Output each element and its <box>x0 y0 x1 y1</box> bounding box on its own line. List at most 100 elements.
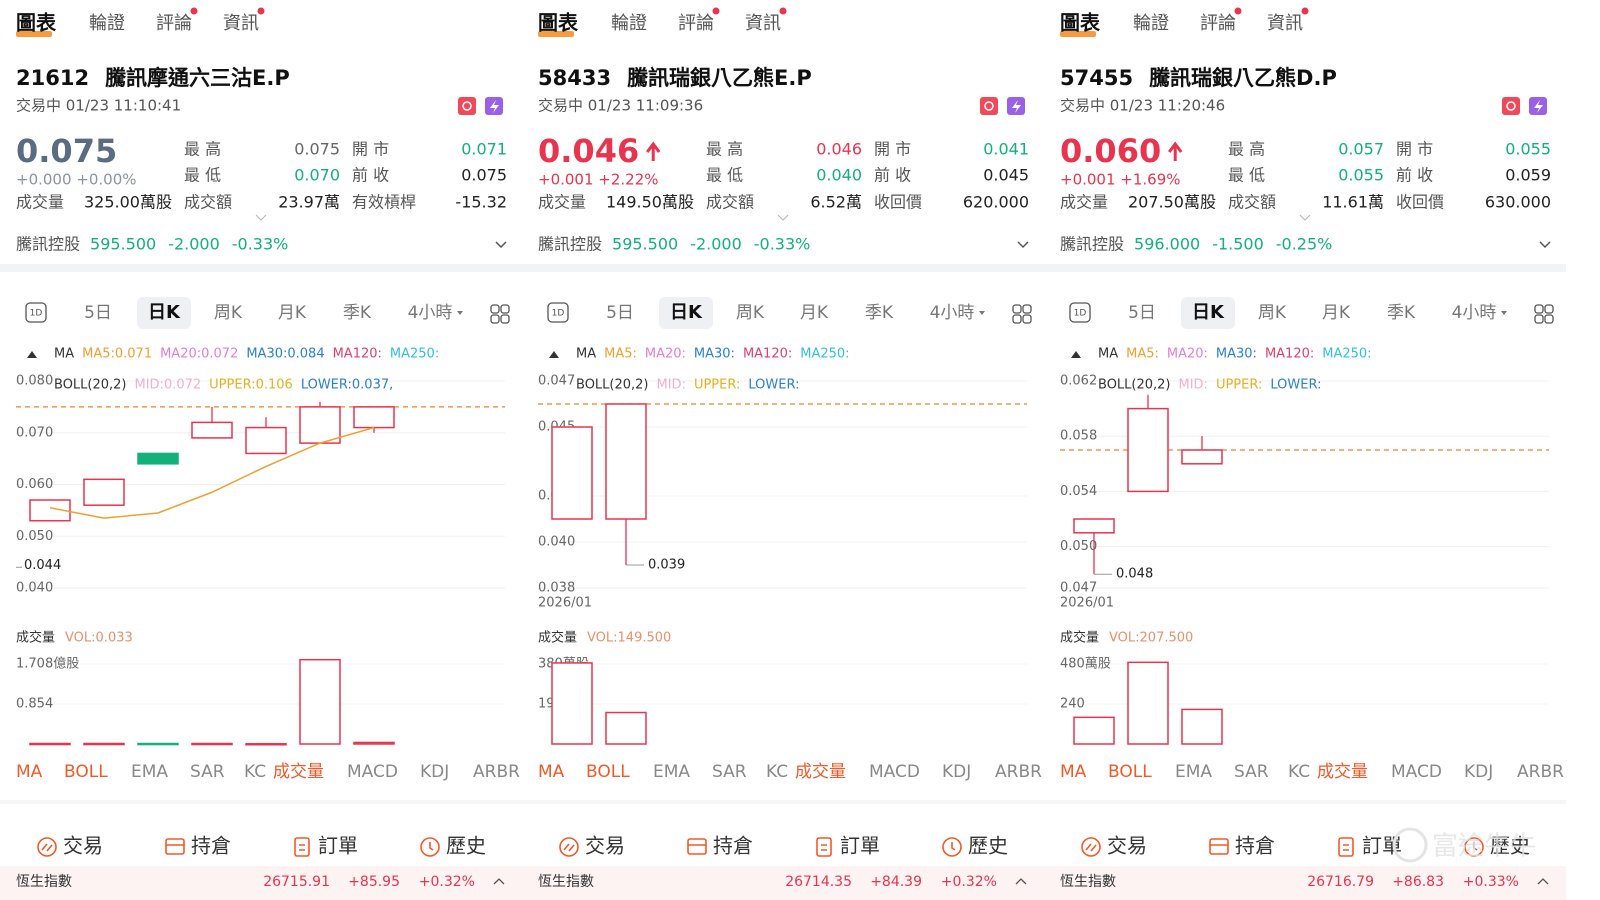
expand-chevron <box>1299 214 1311 221</box>
tab[interactable]: 資訊 <box>1267 13 1303 34</box>
period-tab[interactable]: 月K <box>1322 303 1351 323</box>
notify-dot <box>779 7 787 15</box>
period-tab[interactable]: 季K <box>343 303 372 323</box>
period-tab[interactable]: 5日 <box>1128 303 1156 323</box>
volume-bar <box>245 743 287 746</box>
tab[interactable]: 圖表 <box>16 11 57 35</box>
indicator-tab[interactable]: MACD <box>869 762 920 782</box>
layout-icon <box>1012 304 1022 314</box>
indicator-tab[interactable]: SAR <box>712 762 747 782</box>
indicator-tab[interactable]: 成交量 <box>1317 762 1368 782</box>
indicator-tab[interactable]: ARBR <box>1517 762 1564 782</box>
nav-item[interactable]: 持倉 <box>1235 834 1275 858</box>
indicator-tab[interactable]: EMA <box>1175 762 1212 782</box>
indicator-mask <box>1313 760 1373 784</box>
market-icon-glyph <box>462 101 472 111</box>
period-selected-bg <box>1181 297 1235 329</box>
period-tab[interactable]: 月K <box>800 303 829 323</box>
tab[interactable]: 評論 <box>1200 13 1236 34</box>
nav-item[interactable]: 持倉 <box>191 834 231 858</box>
period-tab[interactable]: 4小時 <box>930 303 975 323</box>
indicator-tab[interactable]: 成交量 <box>795 762 846 782</box>
nav-icon <box>165 838 185 855</box>
indicator-tab[interactable]: KC <box>244 762 266 782</box>
indicator-tab[interactable]: 成交量 <box>273 762 324 782</box>
nav-item[interactable]: 歷史 <box>968 834 1008 858</box>
candle-body <box>245 426 287 455</box>
volume-bar <box>137 742 179 746</box>
period-tab[interactable]: 日K <box>148 302 181 323</box>
period-tab[interactable]: 日K <box>670 302 703 323</box>
indicator-tab[interactable]: BOLL <box>586 762 630 782</box>
tab[interactable]: 圖表 <box>538 11 579 35</box>
ma-line <box>49 426 375 519</box>
section-divider <box>0 264 522 272</box>
nav-item[interactable]: 歷史 <box>446 834 486 858</box>
x-axis-label: 2026/01 <box>538 596 592 611</box>
ma-legend: MA250: <box>390 347 439 362</box>
period-tab[interactable]: 季K <box>1387 303 1416 323</box>
tab[interactable]: 評論 <box>678 13 714 34</box>
nav-item[interactable]: 歷史 <box>1490 834 1530 858</box>
period-tab[interactable]: 季K <box>865 303 894 323</box>
period-tab[interactable]: 5日 <box>606 303 634 323</box>
nav-item[interactable]: 訂單 <box>318 834 358 858</box>
nav-item[interactable]: 交易 <box>585 834 625 858</box>
period-tab[interactable]: 日K <box>1192 302 1225 323</box>
nav-item[interactable]: 訂單 <box>840 834 880 858</box>
indicator-tab[interactable]: EMA <box>653 762 690 782</box>
indicator-tab[interactable]: EMA <box>131 762 168 782</box>
indicator-tab[interactable]: SAR <box>190 762 225 782</box>
indicator-tab[interactable]: MA <box>538 762 565 782</box>
underlying-chevron[interactable] <box>495 241 507 249</box>
indicator-tab[interactable]: KC <box>1288 762 1310 782</box>
indicator-tab[interactable]: ARBR <box>473 762 520 782</box>
underlying-chevron[interactable] <box>1539 241 1551 249</box>
period-tab[interactable]: 4小時 <box>408 303 453 323</box>
indicator-tab[interactable]: MA <box>1060 762 1087 782</box>
stat-label: 開 市 <box>874 140 911 159</box>
tab[interactable]: 資訊 <box>745 13 781 34</box>
nav-item[interactable]: 交易 <box>1107 834 1147 858</box>
indicator-tab[interactable]: MA <box>16 762 43 782</box>
period-tab[interactable]: 4小時 <box>1452 303 1497 323</box>
tab[interactable]: 圖表 <box>1060 11 1101 35</box>
tab[interactable]: 評論 <box>156 13 192 34</box>
period-icon[interactable]: 1D <box>1074 309 1087 319</box>
tab[interactable]: 輪證 <box>89 13 125 34</box>
indicator-tab[interactable]: KDJ <box>1464 762 1493 782</box>
period-tab[interactable]: 月K <box>278 303 307 323</box>
layout-icon <box>490 314 500 324</box>
y-tick-label: 0.060 <box>16 477 53 492</box>
nav-item[interactable]: 交易 <box>63 834 103 858</box>
stat-label: 開 市 <box>352 140 389 159</box>
nav-icon <box>1338 837 1354 857</box>
underlying-name: 騰訊控股 <box>1060 235 1124 254</box>
period-tab[interactable]: 周K <box>736 303 765 323</box>
underlying-chevron[interactable] <box>1017 241 1029 249</box>
tab[interactable]: 輪證 <box>1133 13 1169 34</box>
period-tab[interactable]: 周K <box>214 303 243 323</box>
period-tab[interactable]: 周K <box>1258 303 1287 323</box>
nav-item[interactable]: 持倉 <box>713 834 753 858</box>
tab[interactable]: 資訊 <box>223 13 259 34</box>
indicator-tab[interactable]: MACD <box>1391 762 1442 782</box>
indicator-tab[interactable]: KC <box>766 762 788 782</box>
indicator-tab[interactable]: KDJ <box>942 762 971 782</box>
period-icon[interactable]: 1D <box>30 309 43 319</box>
indicator-tab[interactable]: KDJ <box>420 762 449 782</box>
ma-legend: MA <box>576 347 596 362</box>
indicator-tab[interactable]: SAR <box>1234 762 1269 782</box>
stat-label: 最 高 <box>184 140 221 159</box>
period-selected-bg <box>137 297 191 329</box>
tab[interactable]: 輪證 <box>611 13 647 34</box>
indicator-tab[interactable]: BOLL <box>1108 762 1152 782</box>
period-icon[interactable]: 1D <box>552 309 565 319</box>
layout-icon <box>1544 304 1554 314</box>
indicator-tab[interactable]: MACD <box>347 762 398 782</box>
index-name: 恆生指數 <box>1060 874 1116 890</box>
indicator-tab[interactable]: BOLL <box>64 762 108 782</box>
nav-icon <box>559 837 579 857</box>
period-tab[interactable]: 5日 <box>84 303 112 323</box>
indicator-tab[interactable]: ARBR <box>995 762 1042 782</box>
